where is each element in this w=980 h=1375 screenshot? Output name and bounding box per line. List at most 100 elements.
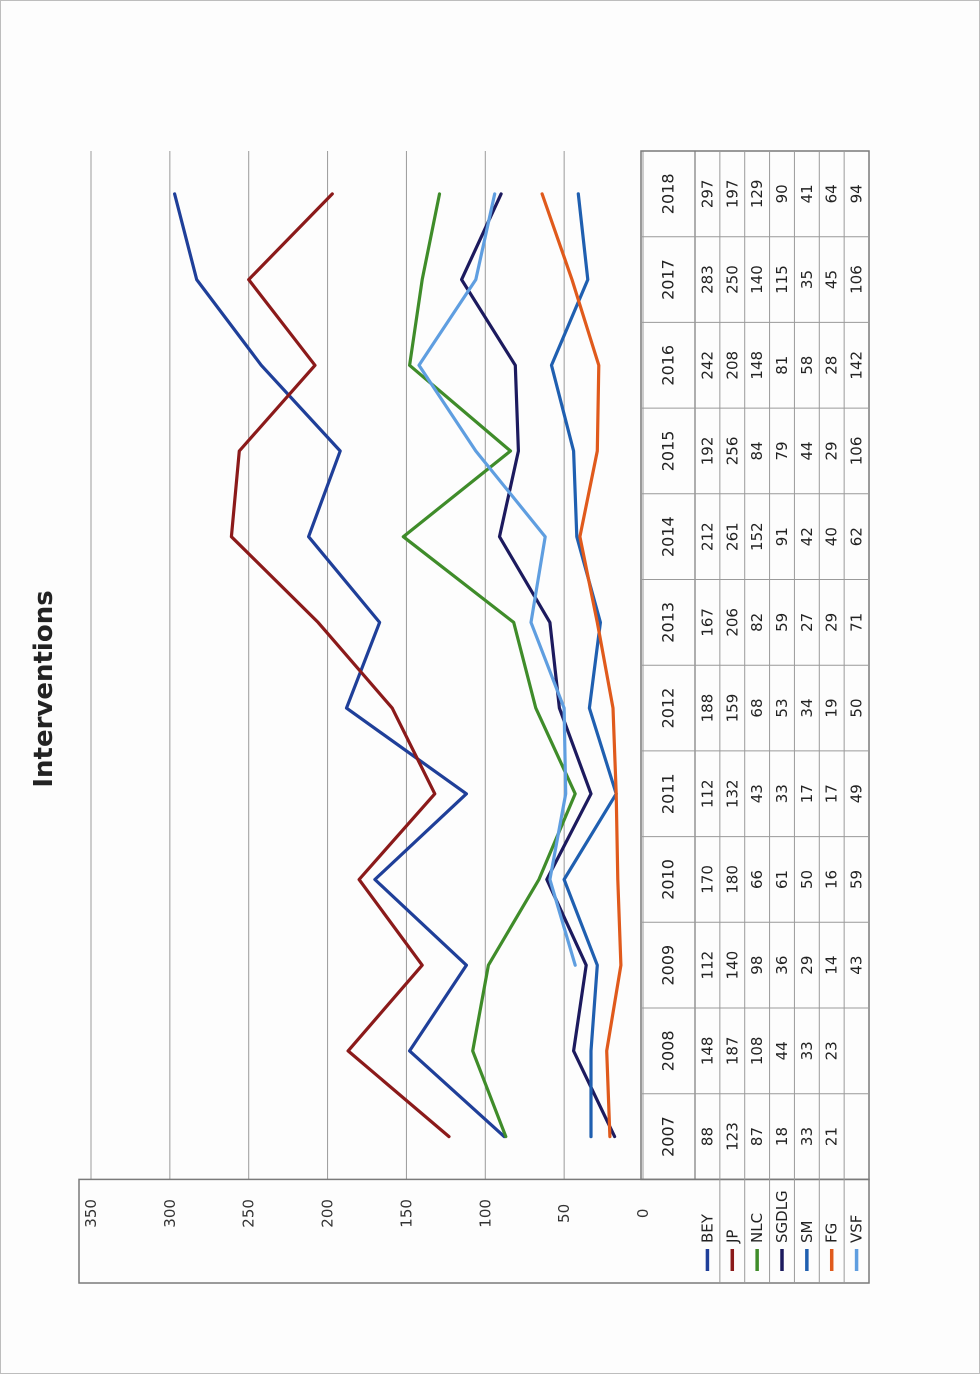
table-cell: 17 <box>823 784 841 803</box>
table-cell: 180 <box>723 865 741 894</box>
table-cell: 49 <box>848 784 866 803</box>
table-cell: 108 <box>748 1037 766 1066</box>
table-cell: 188 <box>698 694 716 723</box>
table-cell: 28 <box>823 356 841 375</box>
legend-label-sm: SM <box>798 1221 816 1243</box>
table-cell: 44 <box>798 441 816 460</box>
year-header-2012: 2012 <box>659 688 678 729</box>
series-line-sm <box>549 192 618 1139</box>
table-cell: 112 <box>698 779 716 808</box>
y-tick-label: 50 <box>555 1204 573 1223</box>
series-line-sgdlg <box>460 192 617 1139</box>
table-cell: 50 <box>798 870 816 889</box>
table-cell: 106 <box>848 437 866 466</box>
year-header-2014: 2014 <box>659 516 678 557</box>
table-cell: 79 <box>773 441 791 460</box>
chart-title: Interventions <box>29 590 59 787</box>
year-header-2009: 2009 <box>659 945 678 986</box>
table-cell: 23 <box>823 1041 841 1060</box>
table-cell: 94 <box>848 184 866 203</box>
table-cell: 81 <box>773 356 791 375</box>
y-tick-label: 300 <box>161 1199 179 1228</box>
table-cell: 33 <box>798 1127 816 1146</box>
table-cell: 59 <box>848 870 866 889</box>
table-cell: 197 <box>723 180 741 209</box>
table-cell: 62 <box>848 527 866 546</box>
data-table: 2007 2008 2009 2010 2011 2012 2013 2014 2015 2016… <box>78 150 870 1284</box>
table-cell: 43 <box>748 784 766 803</box>
table-cell: 53 <box>773 699 791 718</box>
table-cell: 21 <box>823 1127 841 1146</box>
table-cell: 87 <box>748 1127 766 1146</box>
y-tick-label: 250 <box>240 1199 258 1228</box>
table-cell: 98 <box>748 956 766 975</box>
table-cell: 66 <box>748 870 766 889</box>
y-tick-label: 200 <box>319 1199 337 1228</box>
y-tick-label: 350 <box>82 1199 100 1228</box>
table-cell: 33 <box>798 1041 816 1060</box>
table-cell: 192 <box>698 437 716 466</box>
table-cell: 206 <box>723 608 741 637</box>
year-header-2016: 2016 <box>659 345 678 386</box>
year-header-2017: 2017 <box>659 259 678 300</box>
table-cell: 242 <box>698 351 716 380</box>
y-axis: 0 50 100 150 200 250 300 350 <box>82 1199 652 1228</box>
table-cell: 112 <box>698 951 716 980</box>
table-cell: 212 <box>698 522 716 551</box>
table-cell: 170 <box>698 865 716 894</box>
year-header-2013: 2013 <box>659 602 678 643</box>
table-cell: 159 <box>723 694 741 723</box>
table-cell: 27 <box>798 613 816 632</box>
table-cell: 17 <box>798 784 816 803</box>
table-cell: 140 <box>723 951 741 980</box>
table-cell: 34 <box>798 699 816 718</box>
table-cell: 84 <box>748 441 766 460</box>
table-cell: 40 <box>823 527 841 546</box>
table-cell: 61 <box>773 870 791 889</box>
table-cell: 36 <box>773 956 791 975</box>
table-cell: 297 <box>698 180 716 209</box>
year-header-2010: 2010 <box>659 859 678 900</box>
table-cell: 71 <box>848 613 866 632</box>
table-cell: 91 <box>773 527 791 546</box>
legend-label-bey: BEY <box>698 1213 716 1243</box>
table-cell: 115 <box>773 265 791 294</box>
table-cell: 142 <box>848 351 866 380</box>
legend-label-vsf: VSF <box>848 1215 866 1243</box>
table-cell: 88 <box>698 1127 716 1146</box>
table-cell: 43 <box>848 956 866 975</box>
table-cell: 42 <box>798 527 816 546</box>
series-line-nlc <box>401 192 577 1139</box>
table-cell: 29 <box>823 613 841 632</box>
series-line-fg <box>540 192 623 1139</box>
year-header-2008: 2008 <box>659 1030 678 1071</box>
table-cell: 35 <box>798 270 816 289</box>
table-cell: 14 <box>823 956 841 975</box>
legend-frame <box>78 1178 870 1284</box>
table-cell: 167 <box>698 608 716 637</box>
table-cell: 58 <box>798 356 816 375</box>
legend-label-nlc: NLC <box>748 1213 766 1243</box>
table-cell: 68 <box>748 699 766 718</box>
table-cell: 82 <box>748 613 766 632</box>
y-tick-label: 150 <box>397 1199 415 1228</box>
table-cell: 16 <box>823 870 841 889</box>
table-cell: 50 <box>848 699 866 718</box>
table-cell: 140 <box>748 265 766 294</box>
series-line-jp <box>229 192 451 1139</box>
table-cell: 148 <box>698 1037 716 1066</box>
table-cell: 187 <box>723 1037 741 1066</box>
table-cell: 29 <box>798 956 816 975</box>
table-cell: 59 <box>773 613 791 632</box>
table-cell: 18 <box>773 1127 791 1146</box>
table-cell: 208 <box>723 351 741 380</box>
table-cell: 283 <box>698 265 716 294</box>
table-cell: 132 <box>723 779 741 808</box>
plot-area <box>90 151 644 1180</box>
table-cell: 152 <box>748 522 766 551</box>
series-line-vsf <box>417 192 577 967</box>
table-cell: 19 <box>823 699 841 718</box>
table-cell: 148 <box>748 351 766 380</box>
